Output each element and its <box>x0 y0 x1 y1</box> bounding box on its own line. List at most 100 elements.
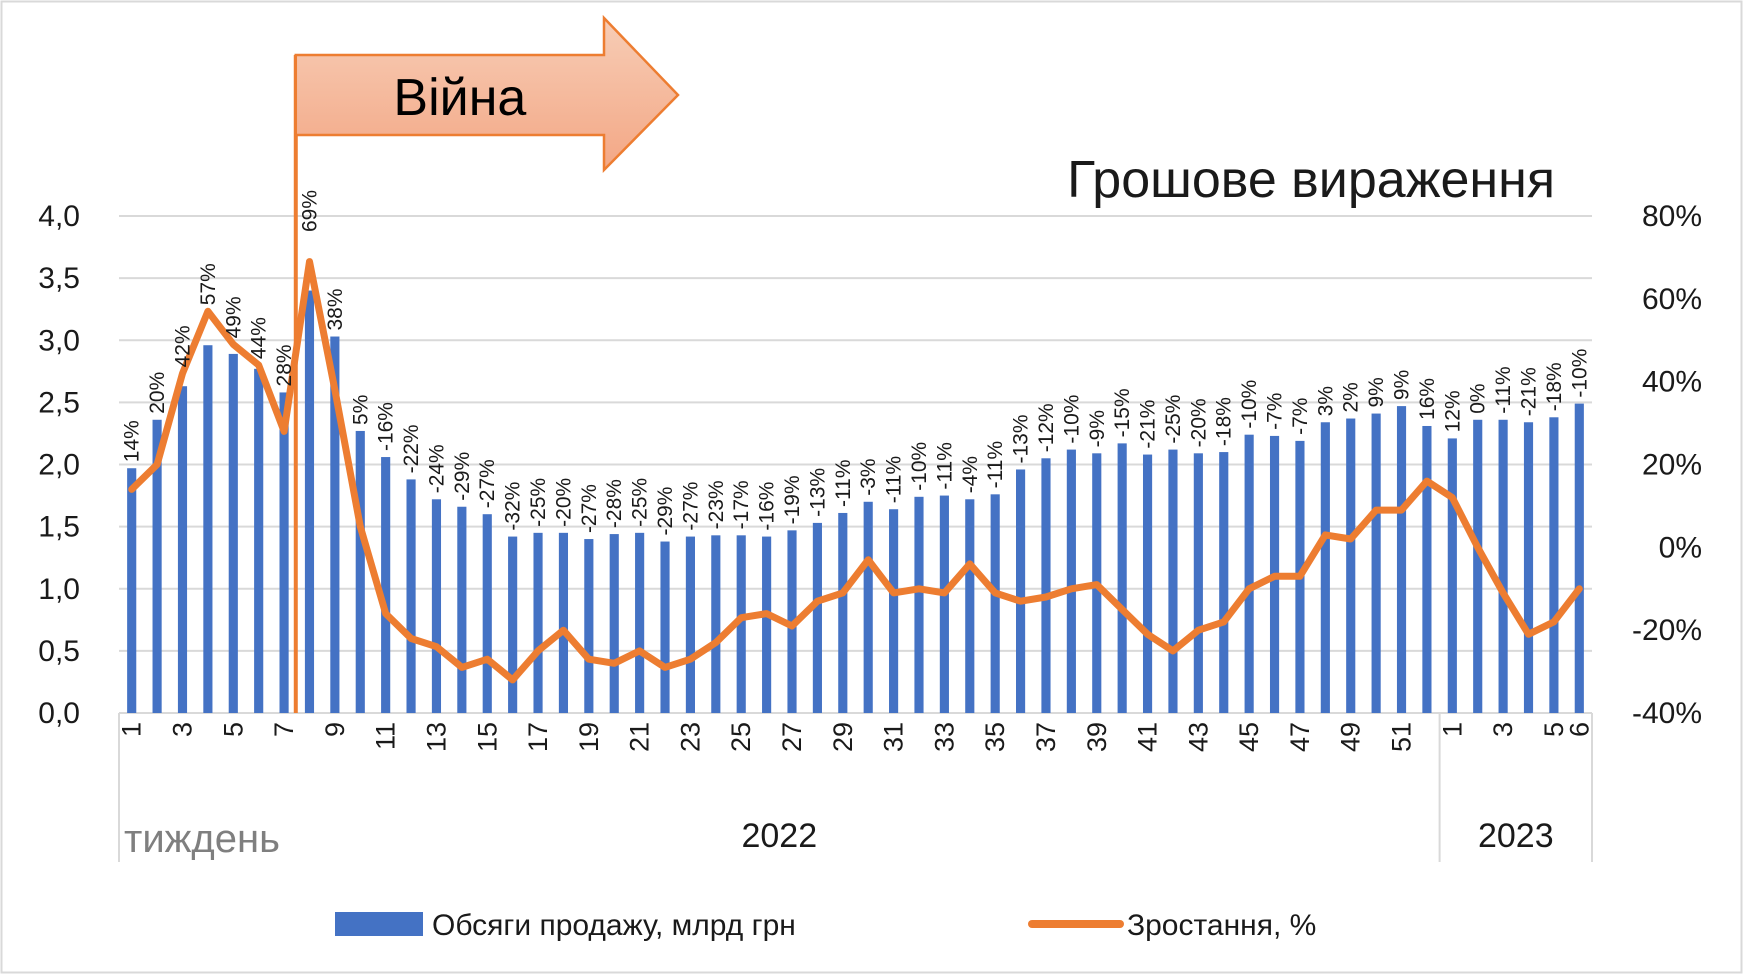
data-label: -7% <box>1264 393 1287 430</box>
x-tick-label: 13 <box>421 722 451 752</box>
bar <box>254 368 264 713</box>
bar <box>1473 419 1483 713</box>
y-left-tick-label: 3,0 <box>38 324 80 357</box>
x-tick-label: 19 <box>574 722 604 752</box>
x-tick-label: 33 <box>929 722 959 752</box>
bar <box>1320 422 1330 713</box>
bar <box>1371 413 1381 713</box>
y-left-tick-label: 2,5 <box>38 386 80 419</box>
bar <box>1142 454 1153 713</box>
year-label: 2022 <box>741 817 817 855</box>
x-tick-label: 45 <box>1234 722 1264 752</box>
data-label: -25% <box>527 478 550 527</box>
x-tick-label: 5 <box>218 722 248 737</box>
bar <box>1016 469 1026 713</box>
data-label: -23% <box>705 480 728 529</box>
data-label: -16% <box>756 482 779 531</box>
bar <box>1396 406 1407 713</box>
data-label: 38% <box>324 288 347 330</box>
bar <box>939 495 949 713</box>
bar <box>482 514 492 713</box>
bar <box>1498 419 1508 713</box>
legend: Обсяги продажу, млрд грн Зростання, % <box>335 909 1316 942</box>
y-left-tick-label: 0,0 <box>38 697 80 730</box>
data-label: -13% <box>806 468 829 517</box>
x-tick-label: 3 <box>1488 722 1518 737</box>
x-tick-label: 1 <box>117 722 147 737</box>
bar <box>355 430 365 713</box>
data-label: 9% <box>1365 377 1388 407</box>
data-label: -16% <box>375 402 398 451</box>
bar <box>1193 453 1203 713</box>
data-label: -10% <box>1060 395 1083 444</box>
bar <box>330 336 340 713</box>
bar <box>1523 422 1534 713</box>
bar <box>965 499 975 713</box>
bar <box>558 532 569 713</box>
x-tick-label: 35 <box>980 722 1010 752</box>
data-label: -22% <box>400 424 423 473</box>
bar <box>1574 403 1584 713</box>
bar <box>431 499 442 713</box>
x-tick-label: 3 <box>167 722 197 737</box>
data-label: -9% <box>1086 410 1109 447</box>
bar <box>914 496 924 713</box>
data-label: -25% <box>1162 395 1185 444</box>
y-right-tick-label: 0% <box>1659 531 1702 564</box>
legend-bar-label: Обсяги продажу, млрд грн <box>432 909 796 942</box>
data-label: -11% <box>933 442 956 489</box>
data-label: -12% <box>1035 403 1058 452</box>
data-label: -27% <box>476 459 499 508</box>
y-left-tick-label: 4,0 <box>38 200 80 233</box>
data-label: -7% <box>1289 398 1312 435</box>
data-label: -15% <box>1111 388 1134 437</box>
y-right-tick-label: 40% <box>1642 366 1702 399</box>
data-label: -27% <box>679 482 702 531</box>
data-label: -29% <box>451 452 474 501</box>
bar <box>1447 438 1457 713</box>
y-left-tick-label: 0,5 <box>38 635 80 668</box>
x-tick-label: 47 <box>1285 722 1315 752</box>
growth-line <box>128 258 1583 684</box>
data-label: 69% <box>298 190 321 232</box>
bar <box>812 522 822 713</box>
x-tick-label: 31 <box>879 722 909 752</box>
y-right-tick-label: 20% <box>1642 449 1702 482</box>
bar <box>990 494 1000 713</box>
bar <box>1041 458 1051 713</box>
bar <box>863 501 873 713</box>
data-label: 20% <box>146 372 169 414</box>
bar <box>1066 449 1076 713</box>
x-tick-label: 41 <box>1133 722 1163 752</box>
bar <box>1422 425 1432 713</box>
x-tick-label: 15 <box>472 722 502 752</box>
war-label: Війна <box>393 69 526 127</box>
data-label: 9% <box>1391 370 1414 400</box>
data-label: -21% <box>1518 367 1541 416</box>
x-tick-label: 25 <box>726 722 756 752</box>
y-left-tick-label: 1,0 <box>38 573 80 606</box>
bar <box>177 386 188 713</box>
y-left-tick-label: 3,5 <box>38 262 80 295</box>
bar <box>838 512 848 713</box>
x-axis: 1 3 5 7 9 11 13 15 17 19 21 23 25 27 29 31 33 35 37 39 41 43 4… <box>117 713 1594 862</box>
x-tick-label: 6 <box>1564 722 1594 737</box>
x-tick-label: 29 <box>828 722 858 752</box>
data-label: -29% <box>654 487 677 536</box>
war-arrow <box>294 14 680 174</box>
bar <box>304 290 315 713</box>
bar <box>279 392 289 713</box>
y-right-tick-label: 60% <box>1642 283 1702 316</box>
bar <box>711 535 721 713</box>
war-annotation: Війна <box>293 14 680 713</box>
x-tick-label: 9 <box>320 722 350 737</box>
data-label: 57% <box>197 263 220 305</box>
data-label: 12% <box>1441 390 1464 432</box>
x-tick-label: 27 <box>777 722 807 752</box>
x-tick-label: 23 <box>675 722 705 752</box>
data-label: 3% <box>1314 386 1337 416</box>
y-left-tick-label: 2,0 <box>38 449 80 482</box>
data-label: 5% <box>349 395 372 425</box>
bar <box>889 509 899 713</box>
data-label: -11% <box>832 459 855 506</box>
